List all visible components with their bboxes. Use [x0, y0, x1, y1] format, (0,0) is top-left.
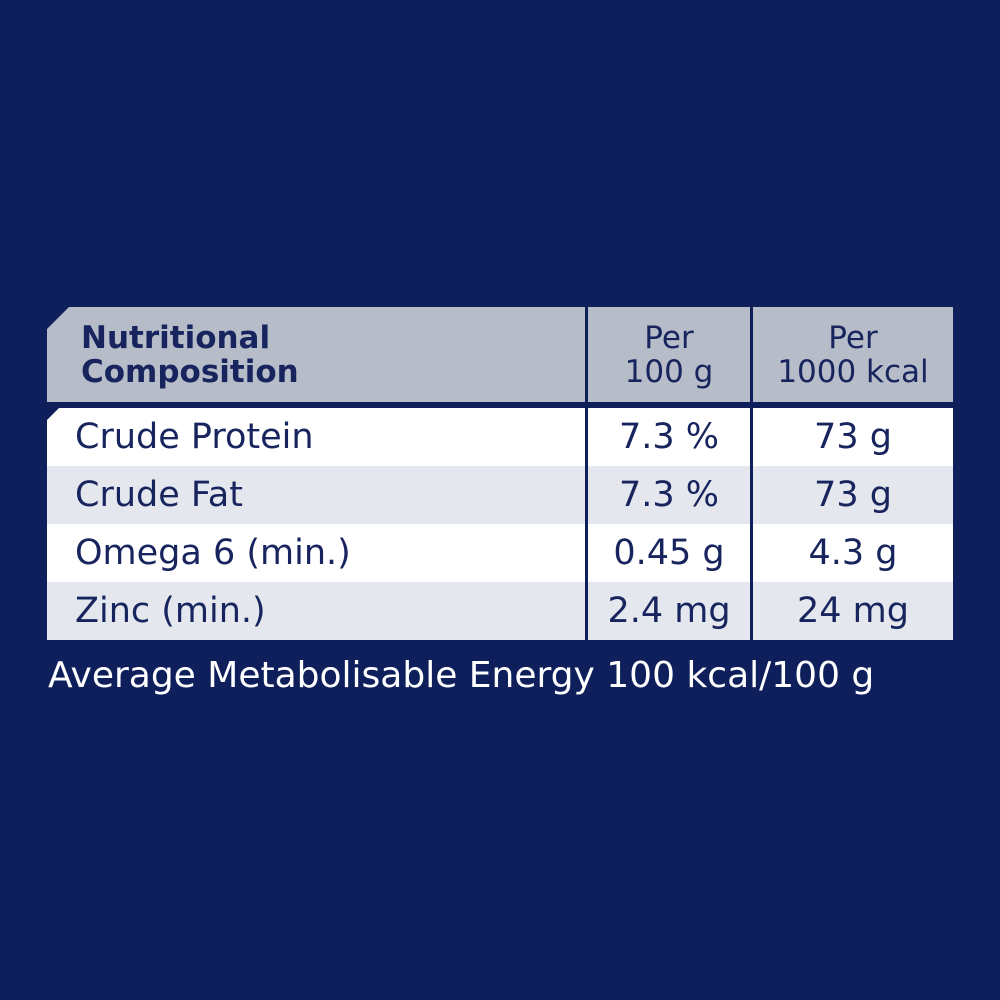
- header-cell: Nutritional Composition: [47, 307, 585, 402]
- header-cell: Per 1000 kcal: [753, 307, 953, 402]
- header-text: Nutritional: [81, 319, 271, 356]
- header-cell: Per 100 g: [588, 307, 750, 402]
- table-cell: 73 g: [753, 408, 953, 466]
- table-cell: 7.3 %: [588, 408, 750, 466]
- table-cell: 4.3 g: [753, 524, 953, 582]
- header-text: 1000 kcal: [777, 353, 929, 390]
- table-cell: 24 mg: [753, 582, 953, 640]
- table-cell: 0.45 g: [588, 524, 750, 582]
- header-text: Per: [644, 319, 694, 356]
- header-text: Per: [828, 319, 878, 356]
- table-cell: 7.3 %: [588, 466, 750, 524]
- table-cell: 2.4 mg: [588, 582, 750, 640]
- table-cell: Crude Protein: [47, 408, 585, 466]
- header-text: 100 g: [624, 353, 714, 390]
- table-cell: Zinc (min.): [47, 582, 585, 640]
- energy-note: Average Metabolisable Energy 100 kcal/10…: [48, 655, 875, 696]
- table-cell: 73 g: [753, 466, 953, 524]
- table-cell: Crude Fat: [47, 466, 585, 524]
- header-text: Composition: [81, 353, 299, 390]
- table-cell: Omega 6 (min.): [47, 524, 585, 582]
